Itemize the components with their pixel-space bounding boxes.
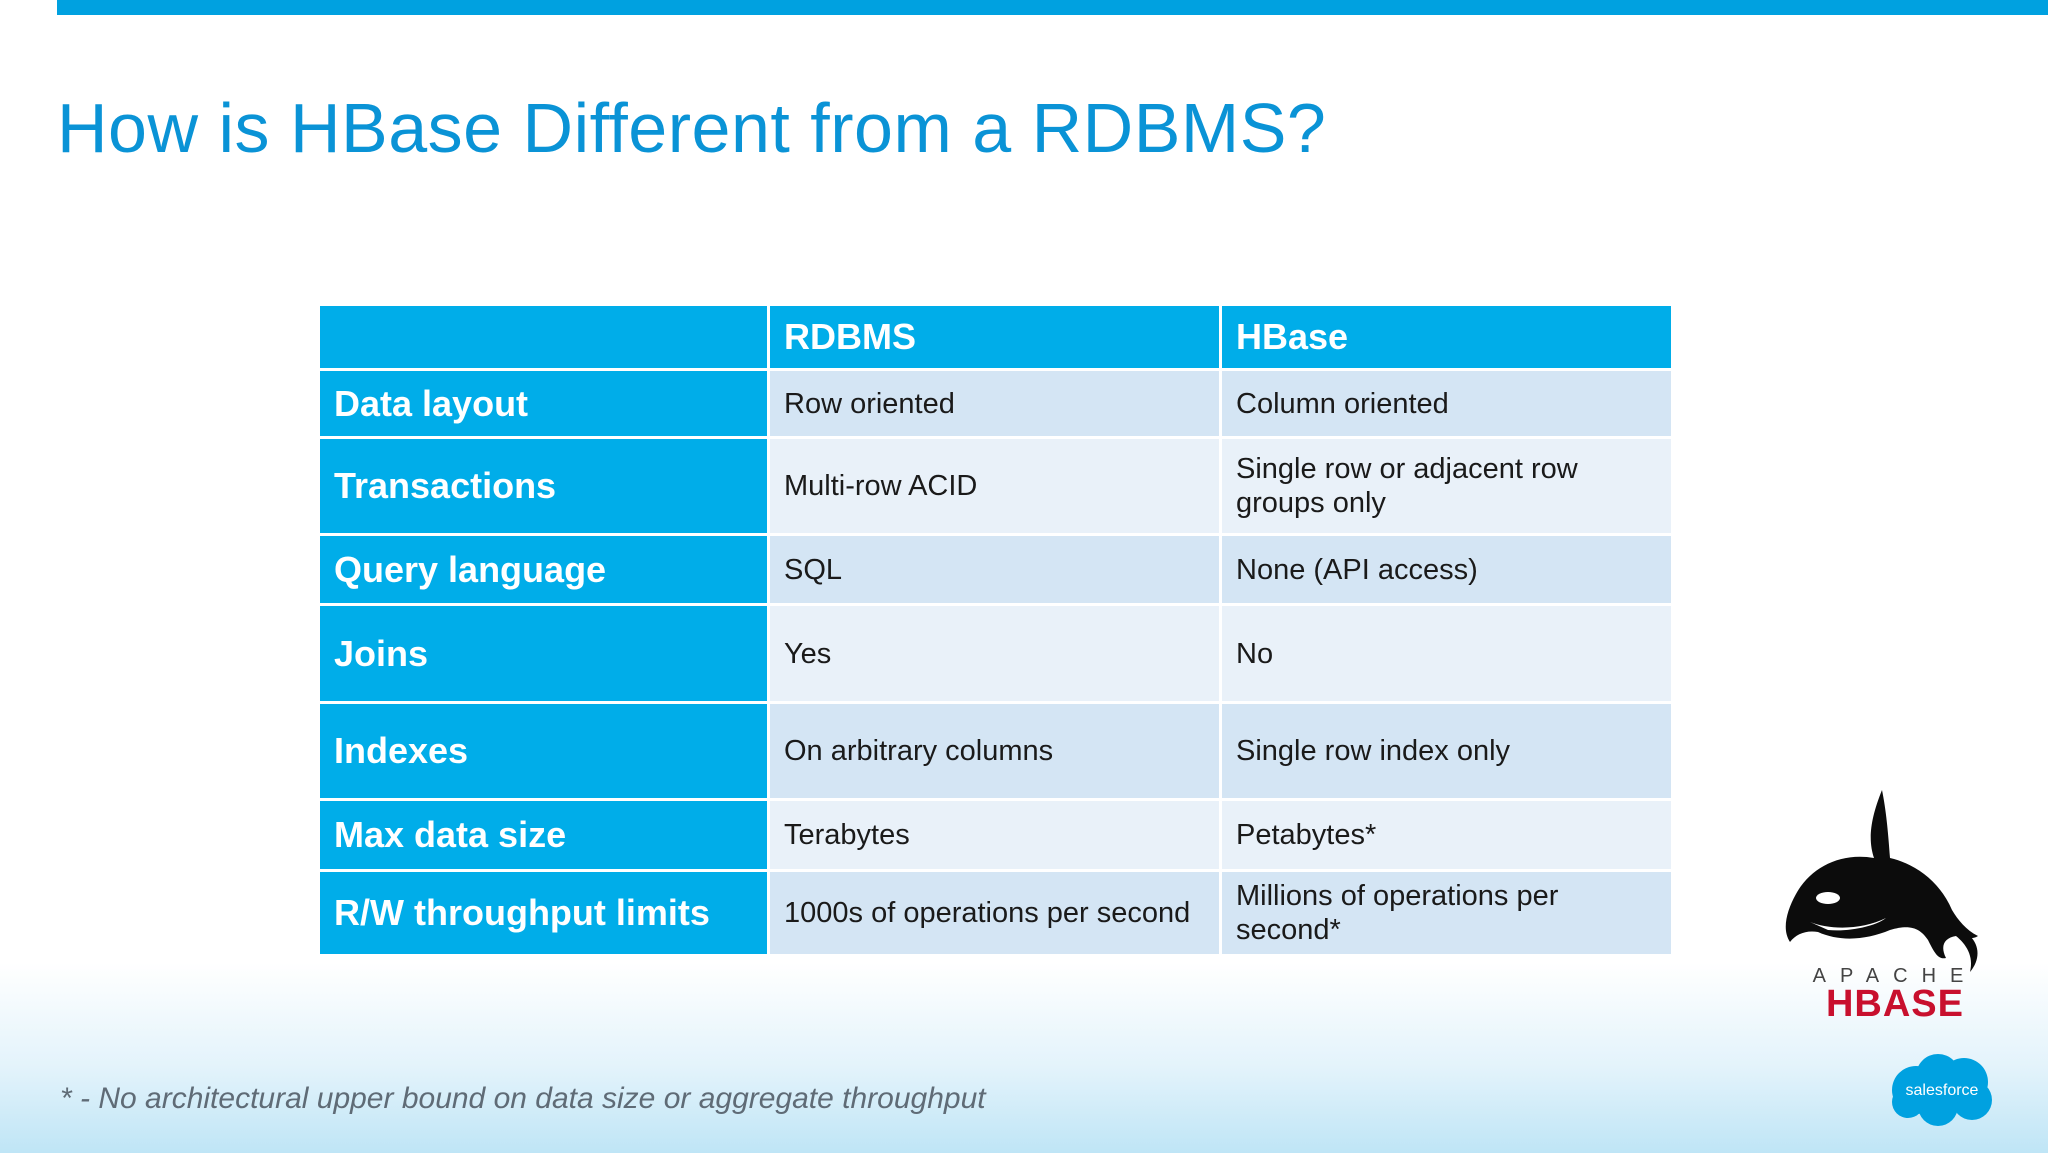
table-row: Data layout Row oriented Column oriented [317,368,1674,439]
row-label: R/W throughput limits [317,869,770,957]
hbase-cell: Millions of operations per second* [1219,869,1674,957]
rdbms-cell: Terabytes [767,798,1222,872]
slide-title: How is HBase Different from a RDBMS? [57,89,1327,167]
apache-logo-text: APACHE [1813,965,1978,987]
rdbms-cell: 1000s of operations per second [767,869,1222,957]
rdbms-cell: Multi-row ACID [767,436,1222,536]
table-row: Indexes On arbitrary columns Single row … [317,701,1674,801]
table-row: R/W throughput limits 1000s of operation… [317,869,1674,957]
table-row: Max data size Terabytes Petabytes* [317,798,1674,872]
row-label: Indexes [317,701,770,801]
rdbms-cell: Row oriented [767,368,1222,439]
bottom-gradient [0,963,2048,1153]
table-row: Query language SQL None (API access) [317,533,1674,606]
row-label: Data layout [317,368,770,439]
comparison-table: RDBMS HBase Data layout Row oriented Col… [317,303,1674,957]
table-row: Transactions Multi-row ACID Single row o… [317,436,1674,536]
hbase-logo-text: HBASE [1826,983,1964,1020]
salesforce-logo-text: salesforce [1906,1082,1979,1099]
row-label: Query language [317,533,770,606]
orca-icon [1785,790,1978,972]
salesforce-cloud-icon [1892,1054,1992,1126]
salesforce-logo: salesforce [1892,1054,1992,1126]
row-label: Joins [317,603,770,704]
footnote: * - No architectural upper bound on data… [60,1082,986,1115]
hbase-cell: Column oriented [1219,368,1674,439]
hbase-cell: No [1219,603,1674,704]
hbase-cell: Petabytes* [1219,798,1674,872]
apache-hbase-logo: APACHE HBASE [1785,790,1978,1020]
header-cell-rdbms: RDBMS [767,303,1222,371]
rdbms-cell: On arbitrary columns [767,701,1222,801]
table-header-row: RDBMS HBase [317,303,1674,371]
rdbms-cell: SQL [767,533,1222,606]
row-label: Transactions [317,436,770,536]
top-accent-bar [57,0,2048,15]
row-label: Max data size [317,798,770,872]
hbase-cell: Single row or adjacent row groups only [1219,436,1674,536]
hbase-cell: None (API access) [1219,533,1674,606]
hbase-cell: Single row index only [1219,701,1674,801]
table-row: Joins Yes No [317,603,1674,704]
header-cell-empty [317,303,770,371]
rdbms-cell: Yes [767,603,1222,704]
header-cell-hbase: HBase [1219,303,1674,371]
